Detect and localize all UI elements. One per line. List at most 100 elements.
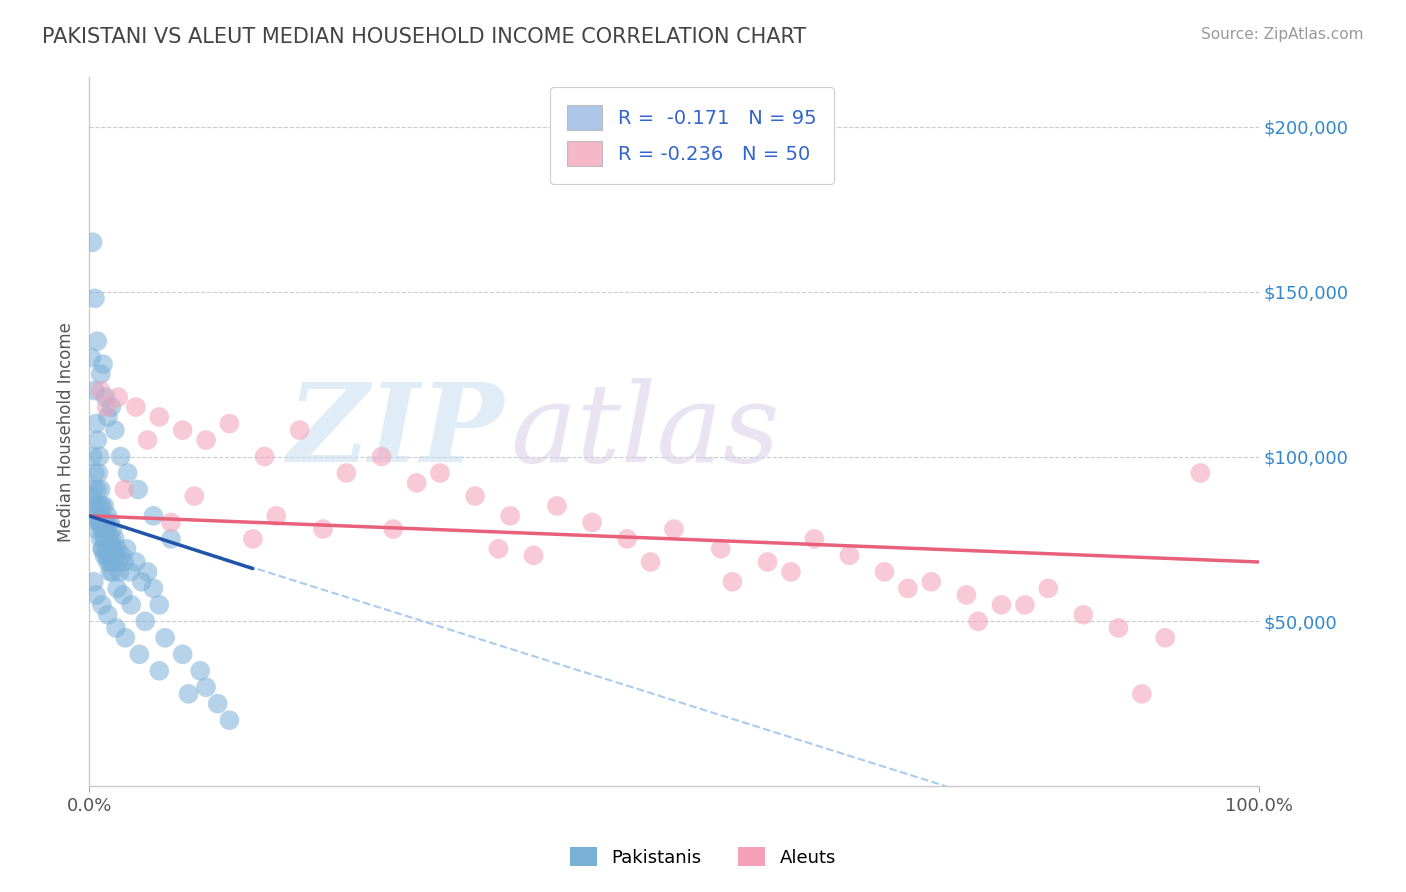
Point (721, 574, 744, 589)
Point (91, 357, 114, 371)
Text: PAKISTANI VS ALEUT MEDIAN HOUSEHOLD INCOME CORRELATION CHART: PAKISTANI VS ALEUT MEDIAN HOUSEHOLD INCO… (42, 27, 807, 46)
Point (96, 522, 118, 536)
Point (897, 582, 920, 596)
Point (172, 648, 194, 662)
Point (84, 466, 107, 480)
Point (253, 450, 276, 464)
Point (97, 508, 120, 523)
Point (499, 508, 522, 523)
Point (1154, 631, 1177, 645)
Point (218, 713, 240, 727)
Point (188, 664, 211, 678)
Point (82, 450, 104, 464)
Point (115, 541, 138, 556)
Point (83, 574, 105, 589)
Point (183, 489, 205, 503)
Point (93, 549, 115, 563)
Point (98, 555, 121, 569)
Point (90, 516, 112, 530)
Point (94, 532, 117, 546)
Point (172, 423, 194, 437)
Point (83, 499, 105, 513)
Point (90, 367, 112, 381)
Point (105, 582, 128, 596)
Point (756, 555, 779, 569)
Point (616, 532, 638, 546)
Point (89, 499, 111, 513)
Point (103, 541, 125, 556)
Point (87, 466, 110, 480)
Point (108, 565, 131, 579)
Point (117, 466, 139, 480)
Point (90, 384, 112, 398)
Point (125, 400, 148, 414)
Point (84, 522, 107, 536)
Point (195, 680, 218, 694)
Point (990, 598, 1012, 612)
Point (101, 555, 124, 569)
Point (195, 433, 218, 447)
Point (114, 631, 136, 645)
Point (104, 423, 127, 437)
Point (80, 489, 103, 503)
Point (128, 648, 150, 662)
Point (160, 532, 183, 546)
Point (134, 615, 156, 629)
Point (91, 522, 114, 536)
Point (242, 532, 264, 546)
Point (136, 565, 159, 579)
Point (160, 516, 183, 530)
Point (107, 390, 129, 404)
Point (780, 565, 803, 579)
Point (1189, 466, 1212, 480)
Point (84, 291, 107, 305)
Legend: R =  -0.171   N = 95, R = -0.236   N = 50: R = -0.171 N = 95, R = -0.236 N = 50 (550, 87, 834, 184)
Point (97, 607, 120, 622)
Point (84, 417, 107, 431)
Point (955, 588, 977, 602)
Point (89, 450, 111, 464)
Point (120, 598, 142, 612)
Point (97, 528, 120, 542)
Point (488, 541, 510, 556)
Point (97, 549, 120, 563)
Point (94, 390, 117, 404)
Point (107, 555, 129, 569)
Point (84, 499, 107, 513)
Point (86, 483, 108, 497)
Point (920, 574, 942, 589)
Point (96, 541, 118, 556)
Point (177, 687, 200, 701)
Legend: Pakistanis, Aleuts: Pakistanis, Aleuts (562, 840, 844, 874)
Point (382, 522, 405, 536)
Point (546, 499, 568, 513)
Point (127, 483, 149, 497)
Point (87, 508, 110, 523)
Point (218, 417, 240, 431)
Point (148, 598, 170, 612)
Point (838, 549, 860, 563)
Point (111, 549, 134, 563)
Point (148, 664, 170, 678)
Y-axis label: Median Household Income: Median Household Income (58, 322, 75, 541)
Point (87, 516, 110, 530)
Point (464, 489, 486, 503)
Point (111, 588, 134, 602)
Point (110, 450, 132, 464)
Point (967, 615, 990, 629)
Point (91, 598, 114, 612)
Point (1107, 621, 1129, 635)
Point (100, 532, 122, 546)
Point (1038, 582, 1060, 596)
Point (523, 549, 546, 563)
Point (91, 516, 114, 530)
Point (101, 522, 124, 536)
Point (803, 532, 825, 546)
Text: Source: ZipAtlas.com: Source: ZipAtlas.com (1201, 27, 1364, 42)
Point (100, 400, 122, 414)
Point (96, 400, 118, 414)
Point (131, 574, 153, 589)
Point (112, 555, 135, 569)
Point (91, 499, 114, 513)
Point (80, 351, 103, 365)
